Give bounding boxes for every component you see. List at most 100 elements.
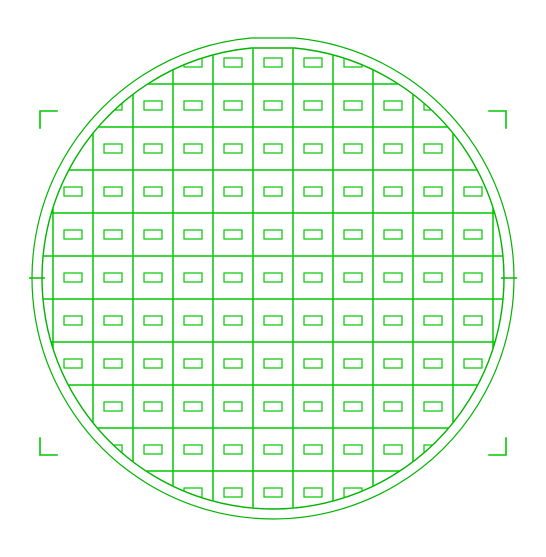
die-marker xyxy=(224,58,242,67)
die-marker xyxy=(304,488,322,497)
die-marker xyxy=(424,316,442,325)
die-marker xyxy=(384,101,402,110)
die-marker xyxy=(464,230,482,239)
die-marker xyxy=(424,402,442,411)
wafer-diagram xyxy=(0,0,546,557)
die-marker xyxy=(304,187,322,196)
die-marker xyxy=(104,316,122,325)
die-marker xyxy=(304,273,322,282)
die-marker xyxy=(184,144,202,153)
die-marker xyxy=(424,359,442,368)
die-marker xyxy=(344,101,362,110)
die-marker xyxy=(184,101,202,110)
die-marker xyxy=(304,316,322,325)
die-marker xyxy=(224,445,242,454)
die-marker xyxy=(144,316,162,325)
die-marker xyxy=(144,144,162,153)
die-marker xyxy=(64,273,82,282)
die-marker xyxy=(464,273,482,282)
die-marker xyxy=(104,273,122,282)
die-marker xyxy=(224,273,242,282)
corner-fiducials xyxy=(40,111,506,455)
die-marker xyxy=(224,316,242,325)
die-marker xyxy=(344,230,362,239)
die-marker xyxy=(224,402,242,411)
die-markers xyxy=(64,58,482,497)
die-marker xyxy=(384,402,402,411)
die-marker xyxy=(344,144,362,153)
die-marker xyxy=(384,273,402,282)
die-marker xyxy=(424,144,442,153)
die-marker xyxy=(184,273,202,282)
die-marker xyxy=(144,187,162,196)
die-marker xyxy=(264,488,282,497)
die-marker xyxy=(104,230,122,239)
die-marker xyxy=(144,101,162,110)
fiducial-bracket-icon xyxy=(489,438,506,455)
die-marker xyxy=(304,101,322,110)
die-marker xyxy=(304,445,322,454)
die-marker xyxy=(104,187,122,196)
die-marker xyxy=(184,402,202,411)
die-marker xyxy=(104,402,122,411)
die-marker xyxy=(184,359,202,368)
die-marker xyxy=(344,402,362,411)
die-marker xyxy=(144,445,162,454)
die-marker xyxy=(424,187,442,196)
die-marker xyxy=(304,144,322,153)
die-marker xyxy=(384,144,402,153)
fiducial-bracket-icon xyxy=(40,111,57,128)
die-marker xyxy=(224,230,242,239)
die-marker xyxy=(344,316,362,325)
die-marker xyxy=(184,316,202,325)
die-marker xyxy=(144,359,162,368)
die-marker xyxy=(264,144,282,153)
die-marker xyxy=(184,230,202,239)
die-marker xyxy=(424,273,442,282)
wafer-inner-ring xyxy=(42,48,504,509)
die-marker xyxy=(304,359,322,368)
die-marker xyxy=(264,187,282,196)
die-marker xyxy=(344,273,362,282)
die-marker xyxy=(304,230,322,239)
die-marker xyxy=(224,187,242,196)
die-marker xyxy=(64,316,82,325)
die-marker xyxy=(424,230,442,239)
die-marker xyxy=(464,187,482,196)
die-marker xyxy=(464,359,482,368)
die-marker xyxy=(144,273,162,282)
die-marker xyxy=(264,316,282,325)
die-marker xyxy=(264,101,282,110)
die-marker xyxy=(384,230,402,239)
die-marker xyxy=(64,187,82,196)
die-marker xyxy=(384,316,402,325)
die-marker xyxy=(384,359,402,368)
die-marker xyxy=(144,230,162,239)
die-marker xyxy=(264,58,282,67)
die-marker xyxy=(144,402,162,411)
die-marker xyxy=(304,58,322,67)
die-marker xyxy=(384,187,402,196)
die-marker xyxy=(184,445,202,454)
die-marker xyxy=(304,402,322,411)
die-marker xyxy=(64,359,82,368)
die-marker xyxy=(344,445,362,454)
die-marker xyxy=(224,488,242,497)
die-marker xyxy=(264,273,282,282)
die-marker xyxy=(224,101,242,110)
die-marker xyxy=(264,230,282,239)
die-marker xyxy=(264,402,282,411)
die-marker xyxy=(104,144,122,153)
die-marker xyxy=(344,187,362,196)
die-marker xyxy=(224,144,242,153)
die-marker xyxy=(344,359,362,368)
fiducial-bracket-icon xyxy=(489,111,506,128)
die-marker xyxy=(264,359,282,368)
die-marker xyxy=(184,187,202,196)
die-marker xyxy=(64,230,82,239)
die-marker xyxy=(264,445,282,454)
die-marker xyxy=(464,316,482,325)
fiducial-bracket-icon xyxy=(40,438,57,455)
die-marker xyxy=(224,359,242,368)
die-marker xyxy=(104,359,122,368)
